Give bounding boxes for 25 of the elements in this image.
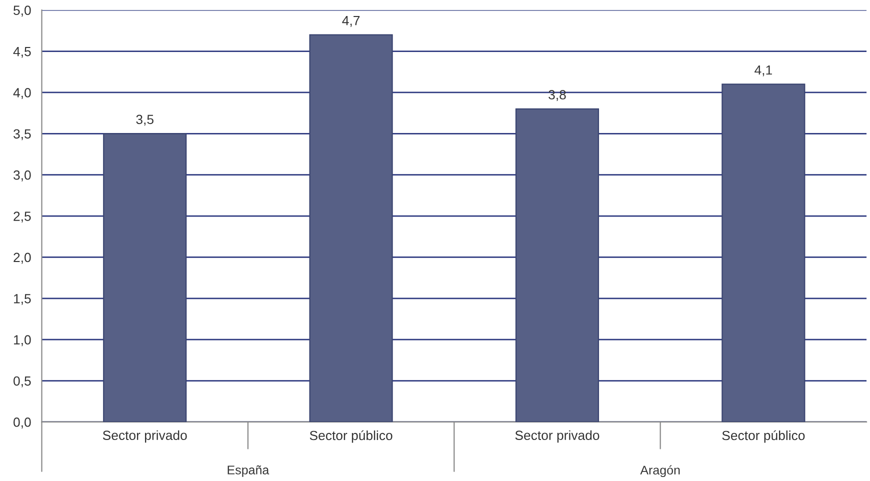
text: España — [228, 465, 270, 477]
text: Aragón — [640, 465, 680, 478]
x-tick-label: Sector público — [722, 430, 805, 443]
y-tick-label: 0,0 — [14, 418, 31, 428]
data-label: 4,7 — [342, 16, 360, 27]
y-tick-label: 1,0 — [14, 335, 31, 346]
bar — [515, 108, 600, 422]
bar — [309, 34, 393, 422]
y-tick-label: 1,5 — [14, 294, 31, 305]
x-tick-label: Sector público — [310, 430, 392, 443]
data-label: 4,1 — [754, 65, 772, 76]
y-tick-label: 3,0 — [14, 170, 31, 182]
x-tick-label: Sector privado — [102, 430, 187, 443]
bar — [103, 133, 187, 422]
bar — [722, 84, 806, 422]
y-tick-label: 0,5 — [14, 376, 31, 388]
y-tick-label: 5,0 — [14, 6, 31, 17]
y-tick-label: 2,0 — [14, 252, 31, 264]
data-label: 3,8 — [548, 90, 566, 101]
y-tick-label: 3,5 — [14, 129, 31, 140]
y-tick-label: 4,0 — [13, 88, 31, 99]
data-label: 3,5 — [136, 114, 154, 126]
x-tick-label: Sector privado — [515, 430, 600, 443]
y-tick-label: 4,5 — [13, 46, 31, 58]
y-tick-label: 2,5 — [14, 212, 31, 223]
